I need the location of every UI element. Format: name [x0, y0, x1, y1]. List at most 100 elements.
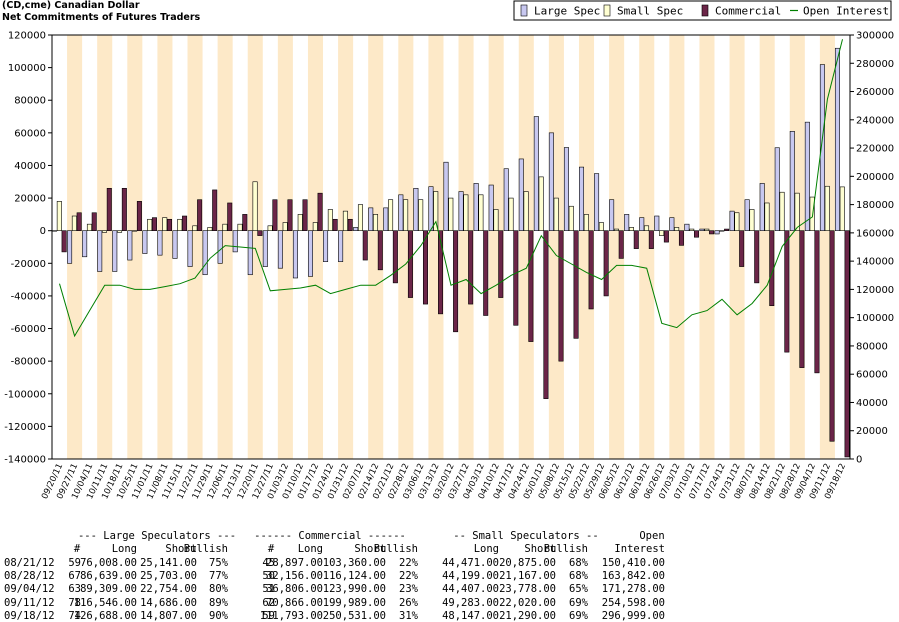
cell: 199,989.00 [322, 596, 386, 609]
bar [523, 191, 529, 231]
bar [151, 217, 157, 231]
cell: 36,806.00 [266, 583, 323, 596]
y-tick-label: -40000 [11, 291, 46, 302]
y2-tick-label: 0 [856, 455, 862, 466]
cell: 111,793.00 [259, 609, 323, 622]
bar [177, 218, 183, 231]
cell: 44,407.00 [442, 583, 499, 596]
bar [232, 230, 238, 253]
bar [292, 230, 298, 279]
bar [839, 186, 845, 231]
bar [252, 181, 258, 231]
y2-tick-label: 100000 [856, 313, 894, 324]
bar [262, 230, 268, 267]
y2-tick-label: 60000 [856, 370, 888, 381]
bar [624, 214, 630, 231]
bar [789, 131, 795, 231]
bar [463, 194, 469, 231]
cell: 20,875.00 [499, 557, 556, 569]
legend-label: Open Interest [803, 5, 889, 18]
bar [257, 230, 263, 236]
bar [809, 196, 815, 231]
stripe [428, 35, 444, 459]
bar [543, 230, 549, 399]
bar [528, 230, 534, 342]
cell: 103,360.00 [322, 557, 386, 569]
bar [91, 212, 97, 231]
cell: 150,410.00 [601, 557, 665, 569]
bar [347, 218, 353, 231]
stripe [67, 35, 83, 459]
bar [433, 191, 439, 231]
bar [192, 225, 198, 231]
cell: 44,199.00 [442, 570, 499, 583]
bar [428, 186, 434, 231]
y-tick-label: 80000 [14, 96, 46, 107]
cell: 78 [68, 596, 81, 609]
group-header: Open [639, 530, 665, 542]
bar [162, 217, 168, 231]
bar [598, 222, 604, 231]
stripe [338, 35, 354, 459]
column-header: Long [111, 543, 137, 555]
bar [719, 230, 725, 232]
stripe [699, 35, 715, 459]
cell: 76,008.00 [80, 557, 137, 569]
bar [724, 228, 730, 231]
stripe [759, 35, 775, 459]
cell: 163,842.00 [601, 570, 665, 583]
bar [834, 47, 840, 231]
column-header: Short [524, 543, 556, 555]
bar [704, 228, 710, 231]
row-date: 09/11/12 [4, 596, 55, 609]
stripe [578, 35, 595, 459]
bar [443, 161, 449, 231]
cell: 21,167.00 [499, 570, 556, 583]
bar [729, 210, 735, 231]
cell: 14,686.00 [140, 596, 197, 609]
bar [659, 230, 665, 236]
cell: 44,471.00 [442, 557, 499, 569]
bar [272, 199, 278, 231]
bar [458, 191, 464, 231]
column-header: Interest [614, 543, 665, 555]
bar [709, 230, 715, 235]
cell: 51 [262, 583, 275, 596]
bar [407, 230, 413, 298]
bar [357, 204, 363, 231]
bar [157, 230, 163, 256]
bar [669, 217, 675, 231]
cell: 69% [569, 596, 588, 609]
bar [182, 215, 188, 231]
row-date: 08/28/12 [4, 570, 55, 583]
y2-tick-label: 80000 [856, 341, 888, 352]
bar [368, 207, 374, 231]
bar [297, 214, 303, 231]
stripe [488, 35, 504, 459]
bar [247, 230, 253, 276]
bar [197, 199, 203, 231]
cell: 25,703.00 [140, 570, 197, 583]
cell: 63 [68, 583, 81, 596]
y-tick-label: -120000 [4, 422, 46, 433]
cell: 89,309.00 [80, 583, 137, 596]
bar [132, 230, 138, 232]
y-tick-label: 100000 [8, 63, 46, 74]
bar [663, 230, 669, 243]
bar [277, 230, 283, 269]
cell: 62 [262, 596, 275, 609]
table: --- Large Speculators --- ------ Commerci… [0, 528, 899, 622]
bar [468, 230, 474, 305]
bar [217, 230, 223, 264]
cell: 70,866.00 [266, 596, 323, 609]
cell: 67 [68, 570, 81, 583]
stripe [277, 35, 293, 459]
bar [603, 230, 609, 297]
bar [448, 197, 454, 231]
column-header: Bullish [373, 543, 418, 555]
bar [503, 168, 509, 231]
column-header: Long [473, 543, 499, 555]
bar [453, 230, 459, 333]
y-tick-label: 40000 [14, 161, 46, 172]
